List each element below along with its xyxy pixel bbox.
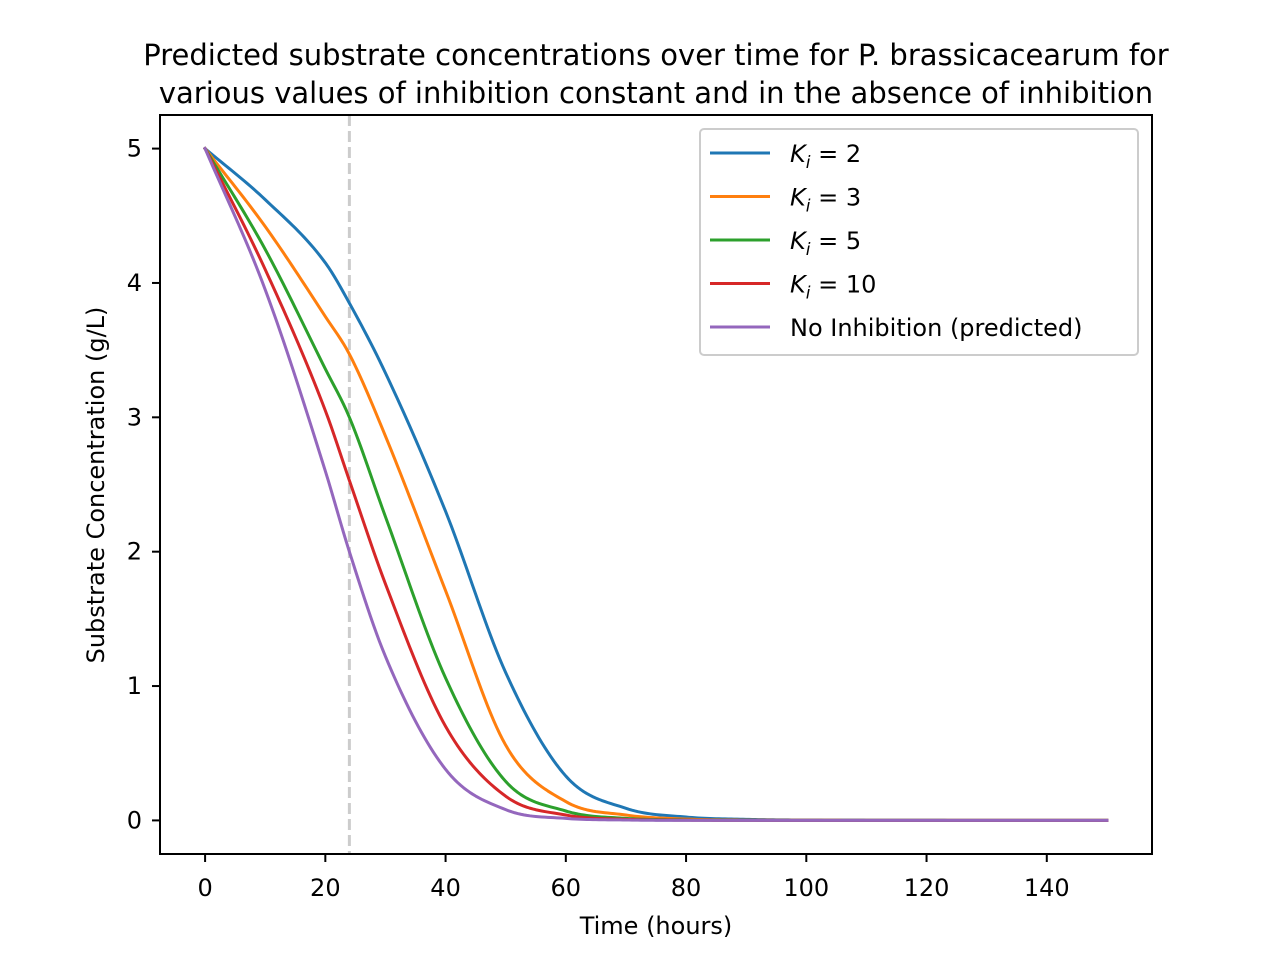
x-tick-label: 140 [1024, 874, 1070, 902]
legend-label-4: Ki = 10 [790, 271, 876, 304]
legend-label-3: Ki = 5 [790, 227, 861, 260]
legend-box [699, 128, 1139, 356]
y-tick-label: 2 [127, 538, 142, 566]
legend-label-1: Ki = 2 [790, 140, 861, 173]
x-tick-label: 0 [197, 874, 212, 902]
y-tick-label: 4 [127, 269, 142, 297]
x-tick-label: 80 [671, 874, 702, 902]
legend-label-2: Ki = 3 [790, 184, 861, 217]
legend-label-5: No Inhibition (predicted) [790, 314, 1083, 342]
axes-frame [159, 114, 1153, 855]
chart-title-line-1: Predicted substrate concentrations over … [143, 38, 1169, 72]
x-tick-label: 20 [310, 874, 341, 902]
x-axis-label: Time (hours) [579, 912, 733, 940]
y-tick-label: 0 [127, 806, 142, 834]
legend: Ki = 2 Ki = 3 Ki = 5 Ki = 10 No Inhibition (… [699, 128, 1139, 356]
y-axis-label: Substrate Concentration (g/L) [82, 307, 110, 664]
y-tick-label: 5 [127, 135, 142, 163]
x-tick-label: 60 [551, 874, 582, 902]
x-tick-label: 100 [783, 874, 829, 902]
x-tick-label: 120 [904, 874, 950, 902]
axes: 0 20 40 60 80 100 120 140 0 1 2 3 4 5 [127, 114, 1153, 902]
y-tick-label: 1 [127, 672, 142, 700]
plot-area [202, 115, 1109, 854]
chart-title-line-2: various values of inhibition constant an… [159, 76, 1153, 110]
y-tick-label: 3 [127, 403, 142, 431]
series-line-5 [203, 146, 1109, 822]
series-group [202, 146, 1109, 822]
x-tick-label: 40 [430, 874, 461, 902]
